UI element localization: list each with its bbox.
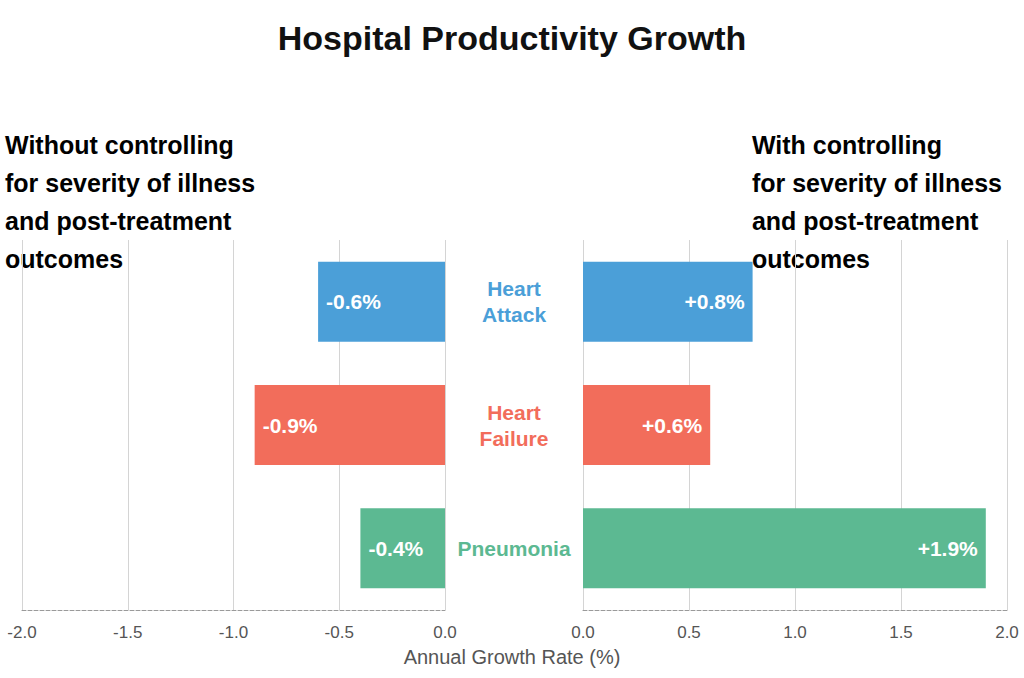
svg-text:1.0: 1.0 <box>783 623 807 642</box>
svg-text:for severity of illness: for severity of illness <box>752 169 1002 197</box>
svg-text:-0.4%: -0.4% <box>368 537 423 560</box>
svg-text:and post-treatment: and post-treatment <box>5 207 232 235</box>
svg-text:-1.0: -1.0 <box>219 623 248 642</box>
svg-text:-0.9%: -0.9% <box>263 414 318 437</box>
svg-text:-0.5: -0.5 <box>325 623 354 642</box>
svg-text:1.5: 1.5 <box>889 623 913 642</box>
svg-text:controlling: controlling <box>806 131 942 159</box>
svg-text:2.0: 2.0 <box>995 623 1019 642</box>
svg-text:+0.6%: +0.6% <box>642 414 702 437</box>
svg-text:With: With <box>752 131 806 159</box>
svg-text:controlling: controlling <box>98 131 234 159</box>
svg-text:+0.8%: +0.8% <box>684 290 744 313</box>
svg-text:Without: Without <box>5 131 98 159</box>
svg-text:-1.5: -1.5 <box>113 623 142 642</box>
svg-text:Heart: Heart <box>487 401 541 424</box>
svg-text:Hospital Productivity Growth: Hospital Productivity Growth <box>278 19 746 57</box>
svg-text:Pneumonia: Pneumonia <box>457 537 571 560</box>
svg-text:for severity of illness: for severity of illness <box>5 169 255 197</box>
svg-text:Annual Growth Rate (%): Annual Growth Rate (%) <box>404 646 621 668</box>
svg-text:Failure: Failure <box>480 427 549 450</box>
svg-text:Attack: Attack <box>482 303 547 326</box>
svg-text:-2.0: -2.0 <box>7 623 36 642</box>
svg-text:+1.9%: +1.9% <box>918 537 978 560</box>
svg-text:Heart: Heart <box>487 277 541 300</box>
svg-text:0.0: 0.0 <box>433 623 457 642</box>
svg-text:0.0: 0.0 <box>571 623 595 642</box>
svg-text:outcomes: outcomes <box>752 245 870 273</box>
svg-text:and post-treatment: and post-treatment <box>752 207 979 235</box>
svg-text:0.5: 0.5 <box>677 623 701 642</box>
svg-text:-0.6%: -0.6% <box>326 290 381 313</box>
svg-text:outcomes: outcomes <box>5 244 124 273</box>
